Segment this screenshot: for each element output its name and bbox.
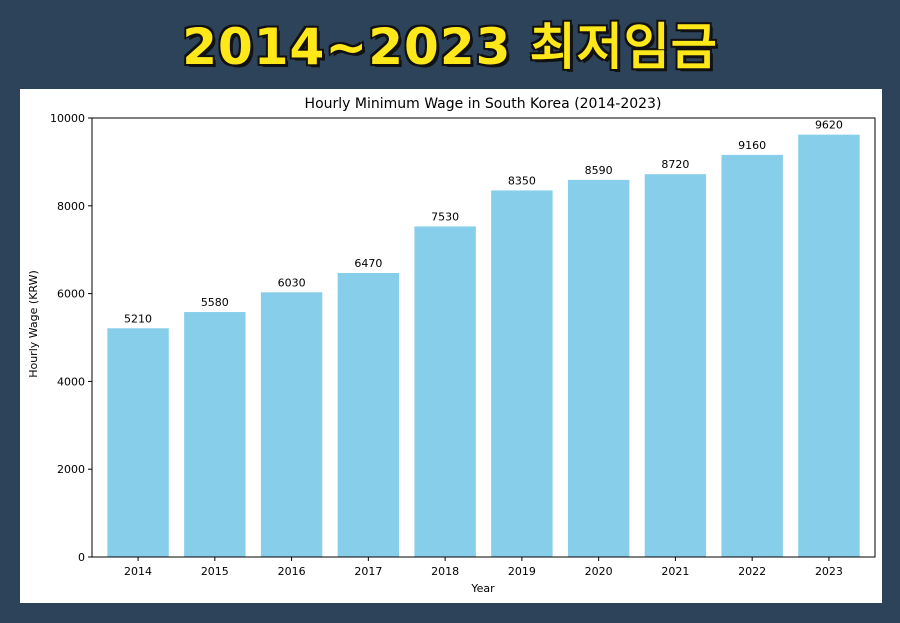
x-tick-label: 2014 — [124, 565, 152, 578]
data-label-2019: 8350 — [508, 174, 536, 187]
data-label-2018: 7530 — [431, 210, 459, 223]
y-tick-label: 10000 — [50, 112, 85, 125]
x-tick-label: 2019 — [508, 565, 536, 578]
plot-frame — [91, 117, 876, 558]
y-axis-label: Hourly Wage (KRW) — [27, 270, 40, 378]
banner: 2014~2023 최저임금 — [0, 0, 900, 86]
bar-2016 — [260, 292, 323, 557]
x-tick-label: 2017 — [354, 565, 382, 578]
y-tick-label: 0 — [78, 551, 85, 564]
y-tick-label: 2000 — [57, 463, 85, 476]
bar-2017 — [337, 272, 400, 557]
x-tick-label: 2022 — [738, 565, 766, 578]
bar-2021 — [644, 174, 707, 557]
data-label-2020: 8590 — [585, 164, 613, 177]
x-tick-label: 2020 — [585, 565, 613, 578]
data-label-2016: 6030 — [278, 276, 306, 289]
x-axis-label: Year — [470, 582, 495, 595]
data-label-2022: 9160 — [738, 139, 766, 152]
bar-chart: Hourly Minimum Wage in South Korea (2014… — [27, 96, 876, 595]
data-label-2021: 8720 — [661, 158, 689, 171]
y-tick-label: 8000 — [57, 200, 85, 213]
chart-panel: Hourly Minimum Wage in South Korea (2014… — [20, 89, 882, 603]
x-tick-label: 2016 — [278, 565, 306, 578]
x-tick-label: 2018 — [431, 565, 459, 578]
x-tick-label: 2021 — [661, 565, 689, 578]
chart-title: Hourly Minimum Wage in South Korea (2014… — [305, 96, 662, 112]
bar-2023 — [798, 134, 860, 557]
bar-2020 — [567, 179, 630, 558]
data-label-2017: 6470 — [354, 257, 382, 270]
data-label-2023: 9620 — [815, 119, 843, 132]
data-label-2015: 5580 — [201, 296, 229, 309]
y-tick-label: 6000 — [57, 288, 85, 301]
plot-area: 5210 5580 6030 6470 7530 8350 8590 8720 9160 9620… — [50, 112, 876, 578]
bar-2022 — [721, 154, 783, 557]
x-tick-label: 2015 — [201, 565, 229, 578]
y-tick-label: 4000 — [57, 375, 85, 388]
data-label-2014: 5210 — [124, 312, 152, 325]
bar-2015 — [184, 312, 246, 557]
banner-title: 2014~2023 최저임금 — [181, 17, 719, 78]
bar-2019 — [491, 190, 553, 557]
x-tick-label: 2023 — [815, 565, 843, 578]
bar-2014 — [107, 328, 169, 557]
bar-2018 — [414, 226, 476, 558]
